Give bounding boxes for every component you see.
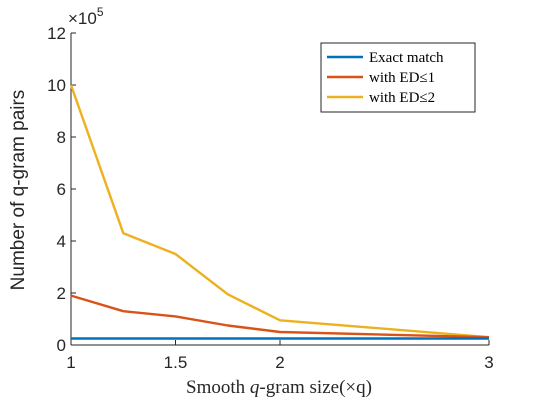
y-multiplier-exponent: 5	[97, 5, 104, 19]
y-tick-label: 4	[57, 232, 66, 251]
legend-label: with ED≤2	[369, 90, 435, 106]
x-axis-label-part-2: q	[250, 377, 260, 398]
y-tick-label: 10	[47, 76, 66, 95]
axis-ticks: 0 2 4 6 8 10 12 1 1.5 2 3	[47, 24, 494, 372]
y-tick-label: 6	[57, 180, 66, 199]
x-tick-label: 1	[66, 353, 75, 372]
y-tick-label: 0	[57, 336, 66, 355]
x-axis-label-part-3: -gram size(×q)	[259, 377, 372, 398]
y-tick-label: 8	[57, 128, 66, 147]
x-tick-label: 2	[275, 353, 284, 372]
x-axis-label-part-1: Smooth	[186, 377, 250, 398]
y-axis-label: Number of q-gram pairs	[8, 90, 29, 291]
series-line-with-ed-1	[70, 294, 490, 339]
x-axis-label: Smooth q-gram size(×q)	[186, 377, 372, 398]
y-tick-label: 2	[57, 284, 66, 303]
legend: Exact match with ED≤1 with ED≤2	[320, 42, 476, 113]
x-tick-label: 3	[484, 353, 493, 372]
series-line-with-ed-2	[69, 84, 490, 339]
series-group	[69, 84, 490, 340]
x-tick-label: 1.5	[164, 353, 188, 372]
y-tick-label: 12	[47, 24, 66, 43]
legend-label: Exact match	[369, 50, 444, 66]
legend-label: with ED≤1	[369, 70, 435, 86]
y-multiplier-base: ×10	[68, 9, 97, 28]
y-axis-multiplier: ×105	[68, 5, 104, 28]
